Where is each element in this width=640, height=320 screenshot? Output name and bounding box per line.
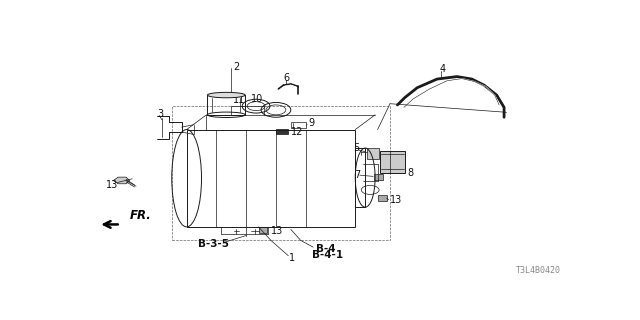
Polygon shape [276,129,288,134]
Text: 9: 9 [308,118,314,128]
Polygon shape [380,150,405,173]
Text: 4: 4 [440,64,445,74]
Polygon shape [378,195,387,201]
Text: 2: 2 [233,62,239,72]
Text: 12: 12 [291,126,303,137]
Text: 8: 8 [408,168,413,178]
Polygon shape [259,227,268,233]
Ellipse shape [207,92,245,98]
Text: 3: 3 [157,108,163,118]
Text: FR.: FR. [129,210,151,222]
Text: 7: 7 [354,170,360,180]
Text: 13: 13 [271,226,284,236]
Text: 11: 11 [233,95,245,106]
Polygon shape [367,148,379,159]
Text: 13: 13 [390,195,403,205]
Polygon shape [113,177,129,184]
Text: 5: 5 [353,143,359,153]
Text: 6: 6 [284,73,289,83]
Text: T3L4B0420: T3L4B0420 [516,266,561,275]
Text: B-4: B-4 [316,244,335,254]
Text: B-3-5: B-3-5 [198,239,229,249]
Text: B-4-1: B-4-1 [312,250,343,260]
Text: 1: 1 [289,253,296,263]
Text: 13: 13 [106,180,118,190]
Text: 10: 10 [251,94,264,104]
Polygon shape [374,174,383,180]
